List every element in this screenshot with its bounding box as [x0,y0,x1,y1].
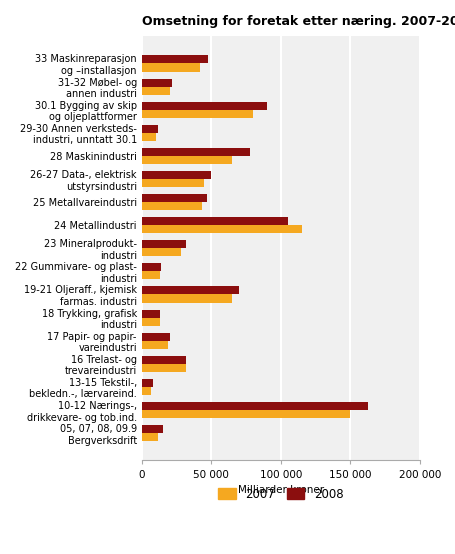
Bar [142,240,186,248]
Legend: 2007, 2008: 2007, 2008 [213,483,348,505]
Bar [142,271,159,279]
Bar [142,286,238,295]
Text: Omsetning for foretak etter næring. 2007-2008. Milliarder kroner: Omsetning for foretak etter næring. 2007… [142,15,455,28]
Bar [142,133,155,141]
Bar [142,387,151,395]
Bar [142,64,200,71]
Bar [142,202,201,210]
Bar [142,433,158,441]
Bar [142,317,159,326]
Bar [142,179,204,187]
Bar [142,410,349,418]
Bar [142,310,159,317]
Bar [142,225,301,233]
Bar [142,86,169,95]
Bar [142,364,186,372]
Bar [142,194,207,202]
Bar [142,402,368,410]
Bar [142,101,266,110]
Bar [142,356,186,364]
Bar [142,263,161,271]
Bar [142,341,168,349]
Bar [142,79,172,86]
X-axis label: Milliarder kroner: Milliarder kroner [237,485,323,495]
Bar [142,217,287,225]
Bar [142,332,169,341]
Bar [142,110,253,118]
Bar [142,55,208,64]
Bar [142,148,250,156]
Bar [142,171,211,179]
Bar [142,125,158,133]
Bar [142,379,152,387]
Bar [142,425,162,433]
Bar [142,248,180,257]
Bar [142,156,232,164]
Bar [142,295,232,302]
